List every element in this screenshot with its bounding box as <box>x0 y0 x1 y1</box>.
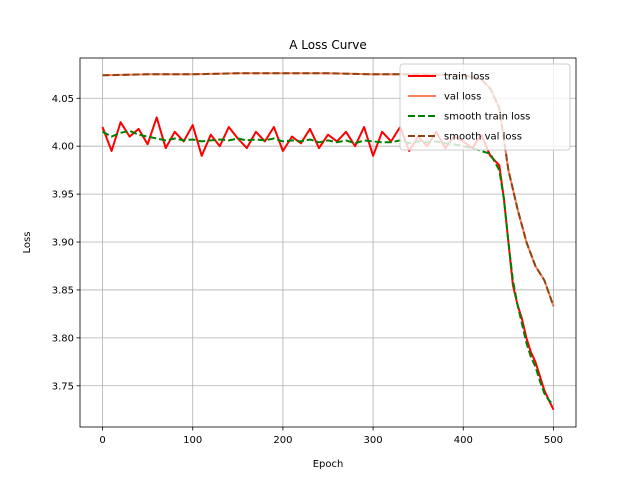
x-axis-title: Epoch <box>313 459 344 470</box>
axis-ticks: 0 100 200 300 400 500 3.75 3.80 3.85 3.90 3.95 4.00… <box>52 94 563 446</box>
x-tick-label: 500 <box>544 435 563 446</box>
y-tick-label: 3.85 <box>52 285 74 296</box>
y-tick-label: 3.95 <box>52 190 74 201</box>
legend-box <box>399 63 571 151</box>
x-tick-label: 100 <box>183 435 202 446</box>
y-tick-label: 4.00 <box>52 142 74 153</box>
grid <box>80 58 576 427</box>
x-tick-label: 300 <box>364 435 383 446</box>
legend-label: smooth train loss <box>444 112 530 123</box>
legend-label: smooth val loss <box>444 132 522 143</box>
series-line-train-loss <box>101 116 555 411</box>
y-tick-label: 3.75 <box>52 381 74 392</box>
series-line-smooth-train-loss <box>102 129 555 406</box>
legend: train loss val loss smooth train loss smoot… <box>399 63 571 151</box>
x-tick-label: 200 <box>273 435 292 446</box>
x-tick-label: 0 <box>99 435 105 446</box>
y-tick-label: 4.05 <box>52 94 74 105</box>
y-tick-label: 3.80 <box>52 333 74 344</box>
chart-title: A Loss Curve <box>289 38 367 52</box>
plot-frame <box>79 57 577 428</box>
y-axis-title: Loss <box>22 232 33 254</box>
legend-label: val loss <box>444 92 481 103</box>
y-tick-label: 3.90 <box>52 238 74 249</box>
legend-label: train loss <box>444 72 490 83</box>
x-tick-label: 400 <box>454 435 473 446</box>
